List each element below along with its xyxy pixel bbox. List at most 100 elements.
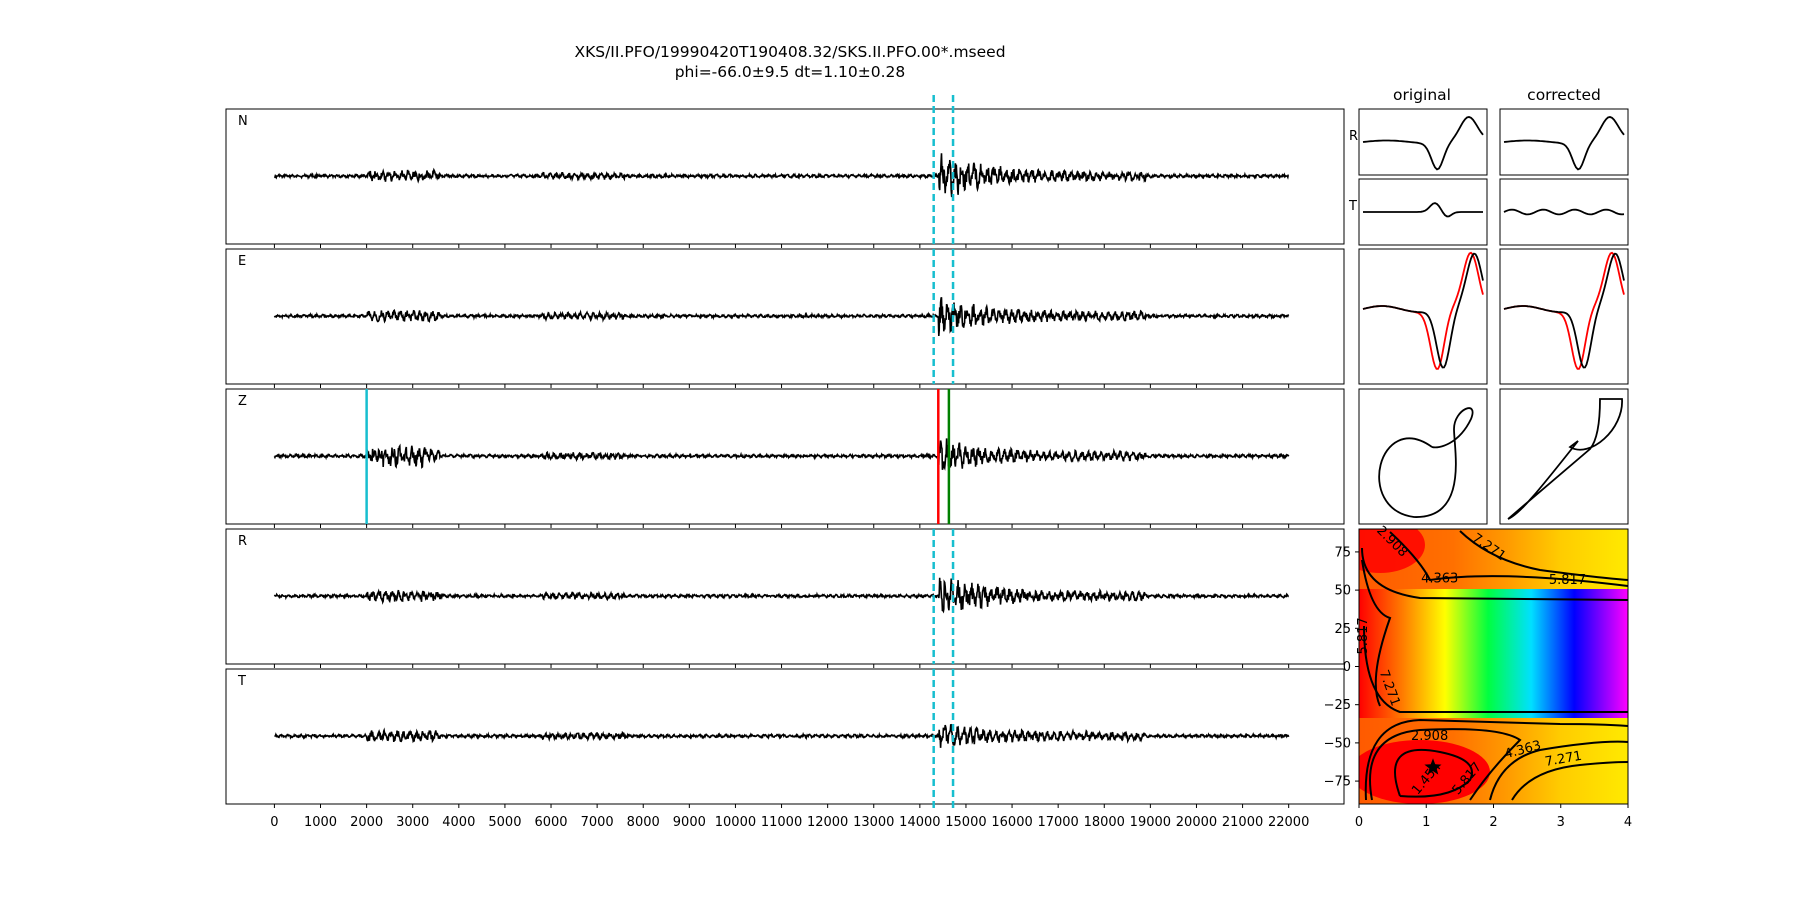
contour-label: 5.817 xyxy=(1549,573,1586,588)
waveform-panel-frame xyxy=(225,528,1345,665)
pm-small-trace xyxy=(1503,116,1625,171)
err-y-tick-label: −25 xyxy=(1324,698,1351,713)
pm-loop-frame xyxy=(1358,388,1488,525)
pm-small-trace xyxy=(1503,208,1625,216)
channel-label: T xyxy=(237,674,246,689)
x-tick-label: 0 xyxy=(270,815,278,830)
seismogram-trace xyxy=(273,153,1289,198)
seismogram-trace xyxy=(273,438,1290,471)
contour-label: 4.363 xyxy=(1421,571,1458,586)
pm-small-frame xyxy=(1358,178,1488,246)
contour-line xyxy=(1361,559,1392,707)
contour-line xyxy=(1363,625,1628,713)
contour-label: 7.271 xyxy=(1544,749,1583,770)
particle-motion-panels: RT xyxy=(1348,108,1629,525)
contour-line xyxy=(1364,718,1628,801)
contour-label: 2.908 xyxy=(1411,729,1448,744)
pm-overlay-frame xyxy=(1358,248,1488,385)
channel-label: N xyxy=(238,114,248,129)
x-tick-label: 12000 xyxy=(807,815,848,830)
column-title-original: original xyxy=(1393,86,1451,104)
pm-small-trace xyxy=(1362,116,1484,171)
x-tick-label: 6000 xyxy=(534,815,567,830)
err-x-tick-label: 4 xyxy=(1624,815,1632,830)
waveform-panel-frame xyxy=(225,668,1345,805)
component-label: R xyxy=(1349,129,1358,144)
seismogram-trace xyxy=(273,296,1290,337)
figure-title: XKS/II.PFO/19990420T190408.32/SKS.II.PFO… xyxy=(574,43,1005,61)
x-tick-label: 18000 xyxy=(1084,815,1125,830)
contour-line xyxy=(1459,530,1628,581)
channel-label: R xyxy=(238,534,247,549)
err-y-tick-label: 50 xyxy=(1334,584,1351,599)
err-y-tick-label: −50 xyxy=(1324,736,1351,751)
column-title-corrected: corrected xyxy=(1527,86,1601,104)
x-tick-label: 10000 xyxy=(715,815,756,830)
x-tick-label: 8000 xyxy=(627,815,660,830)
figure-subtitle: phi=-66.0±9.5 dt=1.10±0.28 xyxy=(675,63,906,81)
pm-loop-trace xyxy=(1378,407,1474,518)
error-surface-axes: 0 1 2 3 4 75 50 25 0 −25 −50 −75 xyxy=(1324,545,1633,830)
x-tick-label: 17000 xyxy=(1037,815,1078,830)
contour-line xyxy=(1489,740,1628,801)
x-tick-label: 9000 xyxy=(673,815,706,830)
component-label: T xyxy=(1348,199,1357,214)
channel-label: E xyxy=(238,254,246,269)
x-tick-label: 13000 xyxy=(853,815,894,830)
seismogram-trace xyxy=(274,723,1290,748)
contour-line xyxy=(1511,761,1628,801)
colormap-min-top xyxy=(1359,529,1425,573)
contour-line xyxy=(1394,748,1473,798)
err-x-tick-label: 0 xyxy=(1355,815,1363,830)
contour-line xyxy=(1361,547,1628,601)
err-x-tick-label: 2 xyxy=(1489,815,1497,830)
pm-overlay-trace xyxy=(1362,251,1484,370)
x-tick-label: 7000 xyxy=(581,815,614,830)
waveform-panel-frame xyxy=(225,248,1345,385)
x-tick-label: 3000 xyxy=(396,815,429,830)
x-tick-label: 11000 xyxy=(761,815,802,830)
pm-overlay-trace xyxy=(1503,251,1625,370)
err-y-tick-label: −75 xyxy=(1324,775,1351,790)
err-x-tick-label: 1 xyxy=(1422,815,1430,830)
contour-lines xyxy=(1361,530,1628,801)
x-tick-label: 20000 xyxy=(1176,815,1217,830)
x-tick-label: 16000 xyxy=(991,815,1032,830)
best-fit-star xyxy=(1424,758,1442,775)
channel-label: Z xyxy=(238,394,247,409)
x-tick-label: 2000 xyxy=(350,815,383,830)
x-tick-label: 19000 xyxy=(1130,815,1171,830)
err-y-tick-label: 0 xyxy=(1343,660,1351,675)
x-tick-label: 1000 xyxy=(304,815,337,830)
x-tick-label: 22000 xyxy=(1268,815,1309,830)
contour-line xyxy=(1389,531,1628,587)
x-tick-label: 4000 xyxy=(442,815,475,830)
waveform-panel-frame xyxy=(225,388,1345,525)
waveform-panel-frame xyxy=(225,108,1345,245)
pm-loop-trace xyxy=(1507,398,1623,520)
error-surface-colormap xyxy=(1359,529,1628,804)
x-tick-label: 14000 xyxy=(899,815,940,830)
x-tick-label: 21000 xyxy=(1222,815,1263,830)
err-y-tick-label: 25 xyxy=(1334,622,1351,637)
pm-small-frame xyxy=(1358,108,1488,176)
pm-small-frame xyxy=(1499,108,1629,176)
contour-line xyxy=(1369,728,1522,801)
err-x-tick-label: 3 xyxy=(1557,815,1565,830)
contour-label: 5.817 xyxy=(1356,617,1371,654)
waveform-panels: N E Z R T xyxy=(225,95,1345,812)
pm-small-trace xyxy=(1363,202,1483,218)
pm-overlay-trace xyxy=(1503,252,1625,369)
err-y-tick-label: 75 xyxy=(1334,545,1351,560)
x-tick-label: 15000 xyxy=(945,815,986,830)
pm-small-frame xyxy=(1499,178,1629,246)
pm-overlay-trace xyxy=(1362,252,1484,369)
error-surface: 1.4542.9082.9084.3634.3635.8175.8175.817… xyxy=(1324,523,1633,830)
pm-loop-frame xyxy=(1499,388,1629,525)
waveform-x-axis: 0 1000 2000 3000 4000 5000 6000 7000 8000 9000 100… xyxy=(270,815,1309,830)
seismogram-trace xyxy=(273,577,1289,614)
pm-overlay-frame xyxy=(1499,248,1629,385)
x-tick-label: 5000 xyxy=(488,815,521,830)
